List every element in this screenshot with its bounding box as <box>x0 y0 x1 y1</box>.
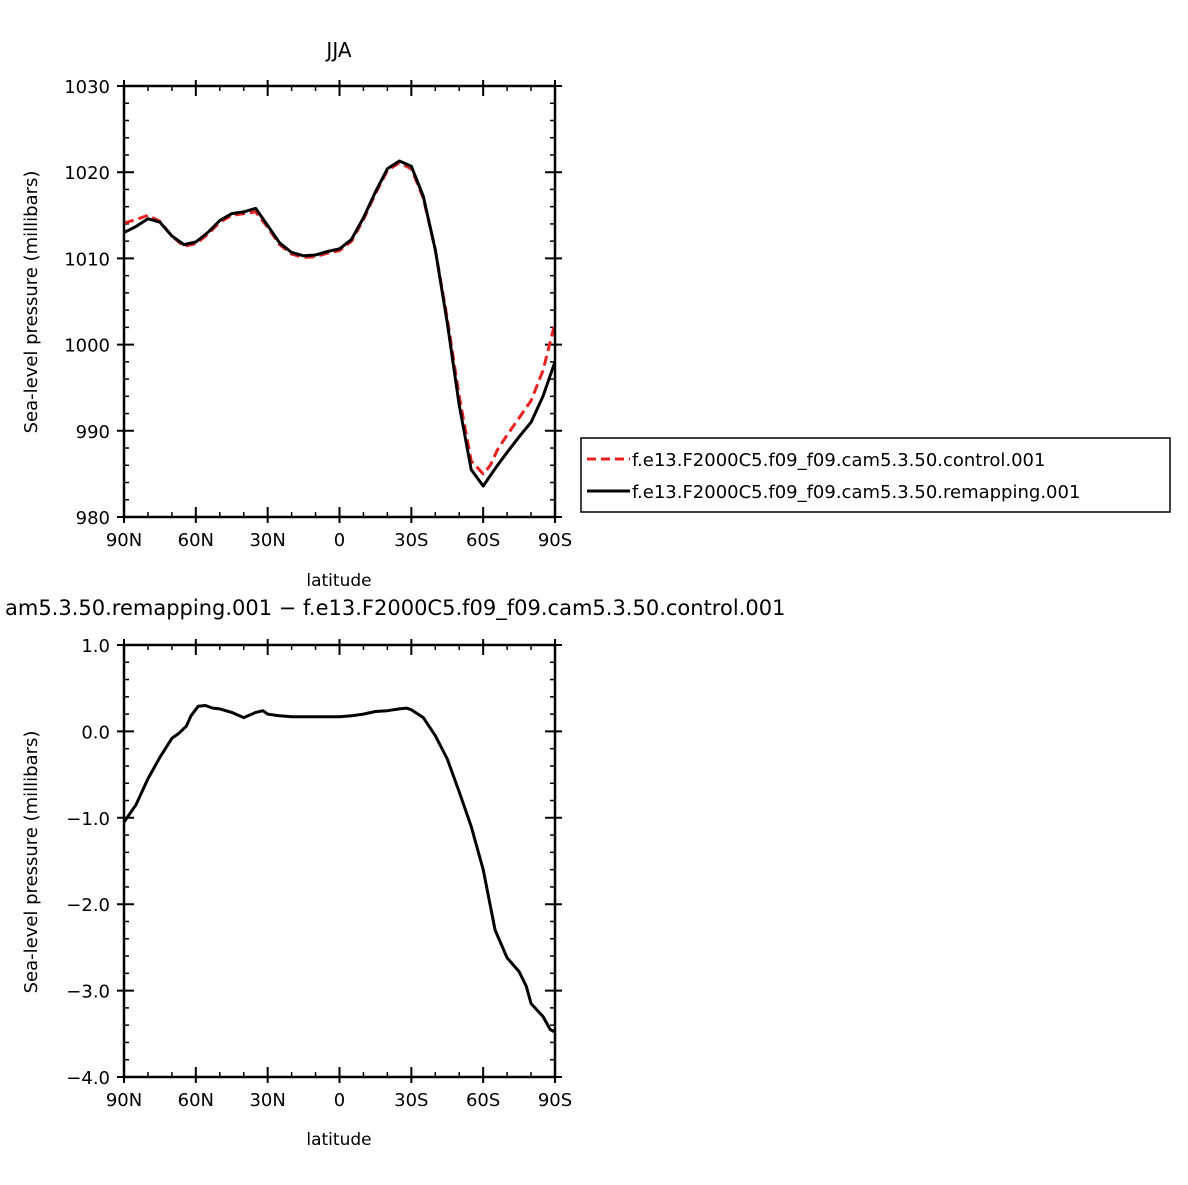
bottom-y-axis-label: Sea-level pressure (millibars) <box>21 731 42 994</box>
top-x-tick-label: 90N <box>106 530 142 551</box>
top-x-tick-label: 60S <box>466 530 500 551</box>
bottom-x-tick-label: 60S <box>466 1090 500 1111</box>
bottom-x-tick-label: 90N <box>106 1090 142 1111</box>
top-series-line-1 <box>123 159 557 488</box>
bottom-y-tick-label: −1.0 <box>66 809 110 830</box>
bottom-x-axis-label: latitude <box>306 1130 371 1150</box>
bottom-x-tick-label: 30N <box>249 1090 285 1111</box>
top-x-tick-label: 30S <box>394 530 428 551</box>
bottom-x-tick-label: 0 <box>334 1090 345 1111</box>
top-x-tick-label: 30N <box>249 530 285 551</box>
top-y-axis-label: Sea-level pressure (millibars) <box>21 171 42 434</box>
bottom-y-axis-label-group: Sea-level pressure (millibars) <box>21 731 42 994</box>
top-y-tick-label: 1000 <box>64 336 110 357</box>
top-y-tick-label: 990 <box>76 422 110 443</box>
bottom-series-line-0 <box>122 704 556 1034</box>
top-x-tick-label: 0 <box>334 530 345 551</box>
legend-label-control: f.e13.F2000C5.f09_f09.cam5.3.50.control.… <box>632 450 1045 471</box>
top-panel: JJA Sea-level pressure (millibars) latit… <box>21 38 572 591</box>
top-y-axis-label-group: Sea-level pressure (millibars) <box>21 171 42 434</box>
bottom-y-tick-label: 1.0 <box>81 636 110 657</box>
legend-label-remapping: f.e13.F2000C5.f09_f09.cam5.3.50.remappin… <box>632 482 1080 503</box>
legend-box <box>580 437 1171 513</box>
top-x-axis-label: latitude <box>306 571 371 591</box>
top-series-line-0 <box>123 161 557 476</box>
top-y-tick-label: 1010 <box>64 249 110 270</box>
top-y-tick-label: 980 <box>76 508 110 529</box>
bottom-y-tick-label: −2.0 <box>66 895 110 916</box>
top-series-lines <box>123 159 557 488</box>
bottom-x-tick-label: 60N <box>178 1090 214 1111</box>
top-x-tick-label: 90S <box>538 530 572 551</box>
bottom-x-tick-label: 30S <box>394 1090 428 1111</box>
top-chart-title: JJA <box>324 38 351 62</box>
legend: f.e13.F2000C5.f09_f09.cam5.3.50.control.… <box>580 437 1171 513</box>
bottom-series-lines <box>122 704 556 1034</box>
top-plot-frame <box>122 84 557 519</box>
bottom-ticks: 90N 60N 30N 0 30S 60S 90S 1.0 0.0 −1.0 −2.0 −3.0 −4.… <box>66 636 572 1111</box>
top-x-tick-label: 60N <box>178 530 214 551</box>
bottom-x-tick-label: 90S <box>538 1090 572 1111</box>
bottom-chart-title: am5.3.50.remapping.001 − f.e13.F2000C5.f… <box>5 596 785 621</box>
bottom-y-tick-label: −3.0 <box>66 982 110 1003</box>
top-y-tick-label: 1030 <box>64 77 110 98</box>
bottom-y-tick-label: 0.0 <box>81 722 110 743</box>
bottom-plot-frame <box>122 643 557 1079</box>
top-ticks: 90N 60N 30N 0 30S 60S 90S 1030 1020 1010 1000 990 98… <box>64 77 572 551</box>
bottom-panel: am5.3.50.remapping.001 − f.e13.F2000C5.f… <box>5 596 785 1150</box>
top-y-tick-label: 1020 <box>64 163 110 184</box>
bottom-y-tick-label: −4.0 <box>66 1068 110 1089</box>
